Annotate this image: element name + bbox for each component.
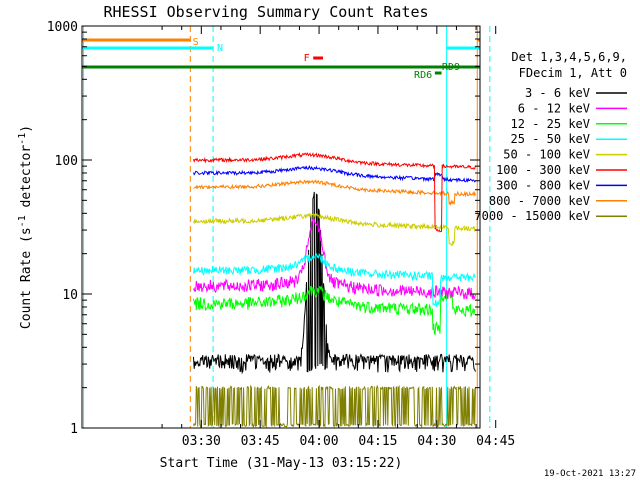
y-axis-label: Count Rate (s-1 detector-1) — [17, 125, 34, 329]
legend-label-3: 25 - 50 keV — [511, 132, 590, 146]
series-line-6-12-kev — [193, 216, 476, 301]
y-tick-label-2: 10 — [62, 288, 78, 303]
legend-label-4: 50 - 100 keV — [503, 148, 590, 162]
legend-header-line-1: Det 1,3,4,5,6,9, — [511, 50, 627, 64]
legend-label-0: 3 - 6 keV — [525, 86, 590, 100]
legend-entry-8: 7000 - 15000 keV — [474, 209, 627, 223]
legend-entry-7: 800 - 7000 keV — [489, 194, 627, 208]
series-line-300-800-kev — [193, 164, 476, 184]
y-tick-label-1: 100 — [55, 154, 78, 169]
legend-entry-0: 3 - 6 keV — [525, 86, 627, 100]
x-axis-label: Start Time (31-May-13 03:15:22) — [160, 456, 403, 471]
legend-label-8: 7000 - 15000 keV — [474, 209, 590, 223]
legend-entry-2: 12 - 25 keV — [511, 117, 627, 131]
x-tick-label-1: 03:45 — [241, 434, 280, 449]
series-line-3-6-kev — [193, 191, 476, 375]
series-line-50-100-kev — [193, 212, 476, 247]
legend-label-7: 800 - 7000 keV — [489, 194, 590, 208]
flag-label-s: S — [193, 37, 199, 48]
footer-timestamp: 19-Oct-2021 13:27 — [544, 469, 636, 479]
y-tick-label-3: 1 — [70, 422, 78, 437]
flag-label-f: F — [304, 53, 310, 64]
x-tick-label-3: 04:15 — [358, 434, 397, 449]
legend-label-1: 6 - 12 keV — [518, 101, 590, 115]
flag-label-n: N — [217, 43, 223, 54]
legend-entry-4: 50 - 100 keV — [503, 148, 627, 162]
x-tick-label-2: 04:00 — [300, 434, 339, 449]
series-line-100-300-kev — [193, 152, 476, 233]
x-tick-label-4: 04:30 — [417, 434, 456, 449]
plot-frame — [81, 25, 481, 429]
y-tick-label-0: 1000 — [47, 20, 78, 35]
legend-label-6: 300 - 800 keV — [496, 178, 590, 192]
legend-entry-6: 300 - 800 keV — [496, 178, 627, 192]
legend-header-line-2: FDecim 1, Att 0 — [519, 66, 627, 80]
legend-entry-5: 100 - 300 keV — [496, 163, 627, 177]
chart-title: RHESSI Observing Summary Count Rates — [103, 3, 428, 21]
legend-label-2: 12 - 25 keV — [511, 117, 590, 131]
x-tick-label-5: 04:45 — [476, 434, 515, 449]
legend-entry-1: 6 - 12 keV — [518, 101, 627, 115]
legend-label-5: 100 - 300 keV — [496, 163, 590, 177]
x-tick-label-0: 03:30 — [182, 434, 221, 449]
legend-entry-3: 25 - 50 keV — [511, 132, 627, 146]
flag-label-rd6: RD6 — [414, 70, 432, 81]
series-line-25-50-kev — [193, 253, 476, 307]
series-line-800-7000-kev — [193, 179, 476, 206]
series-line-12-25-kev — [193, 285, 476, 336]
flag-label-rd9: RD9 — [442, 62, 460, 73]
series-line-7000-15000-kev — [193, 384, 476, 429]
